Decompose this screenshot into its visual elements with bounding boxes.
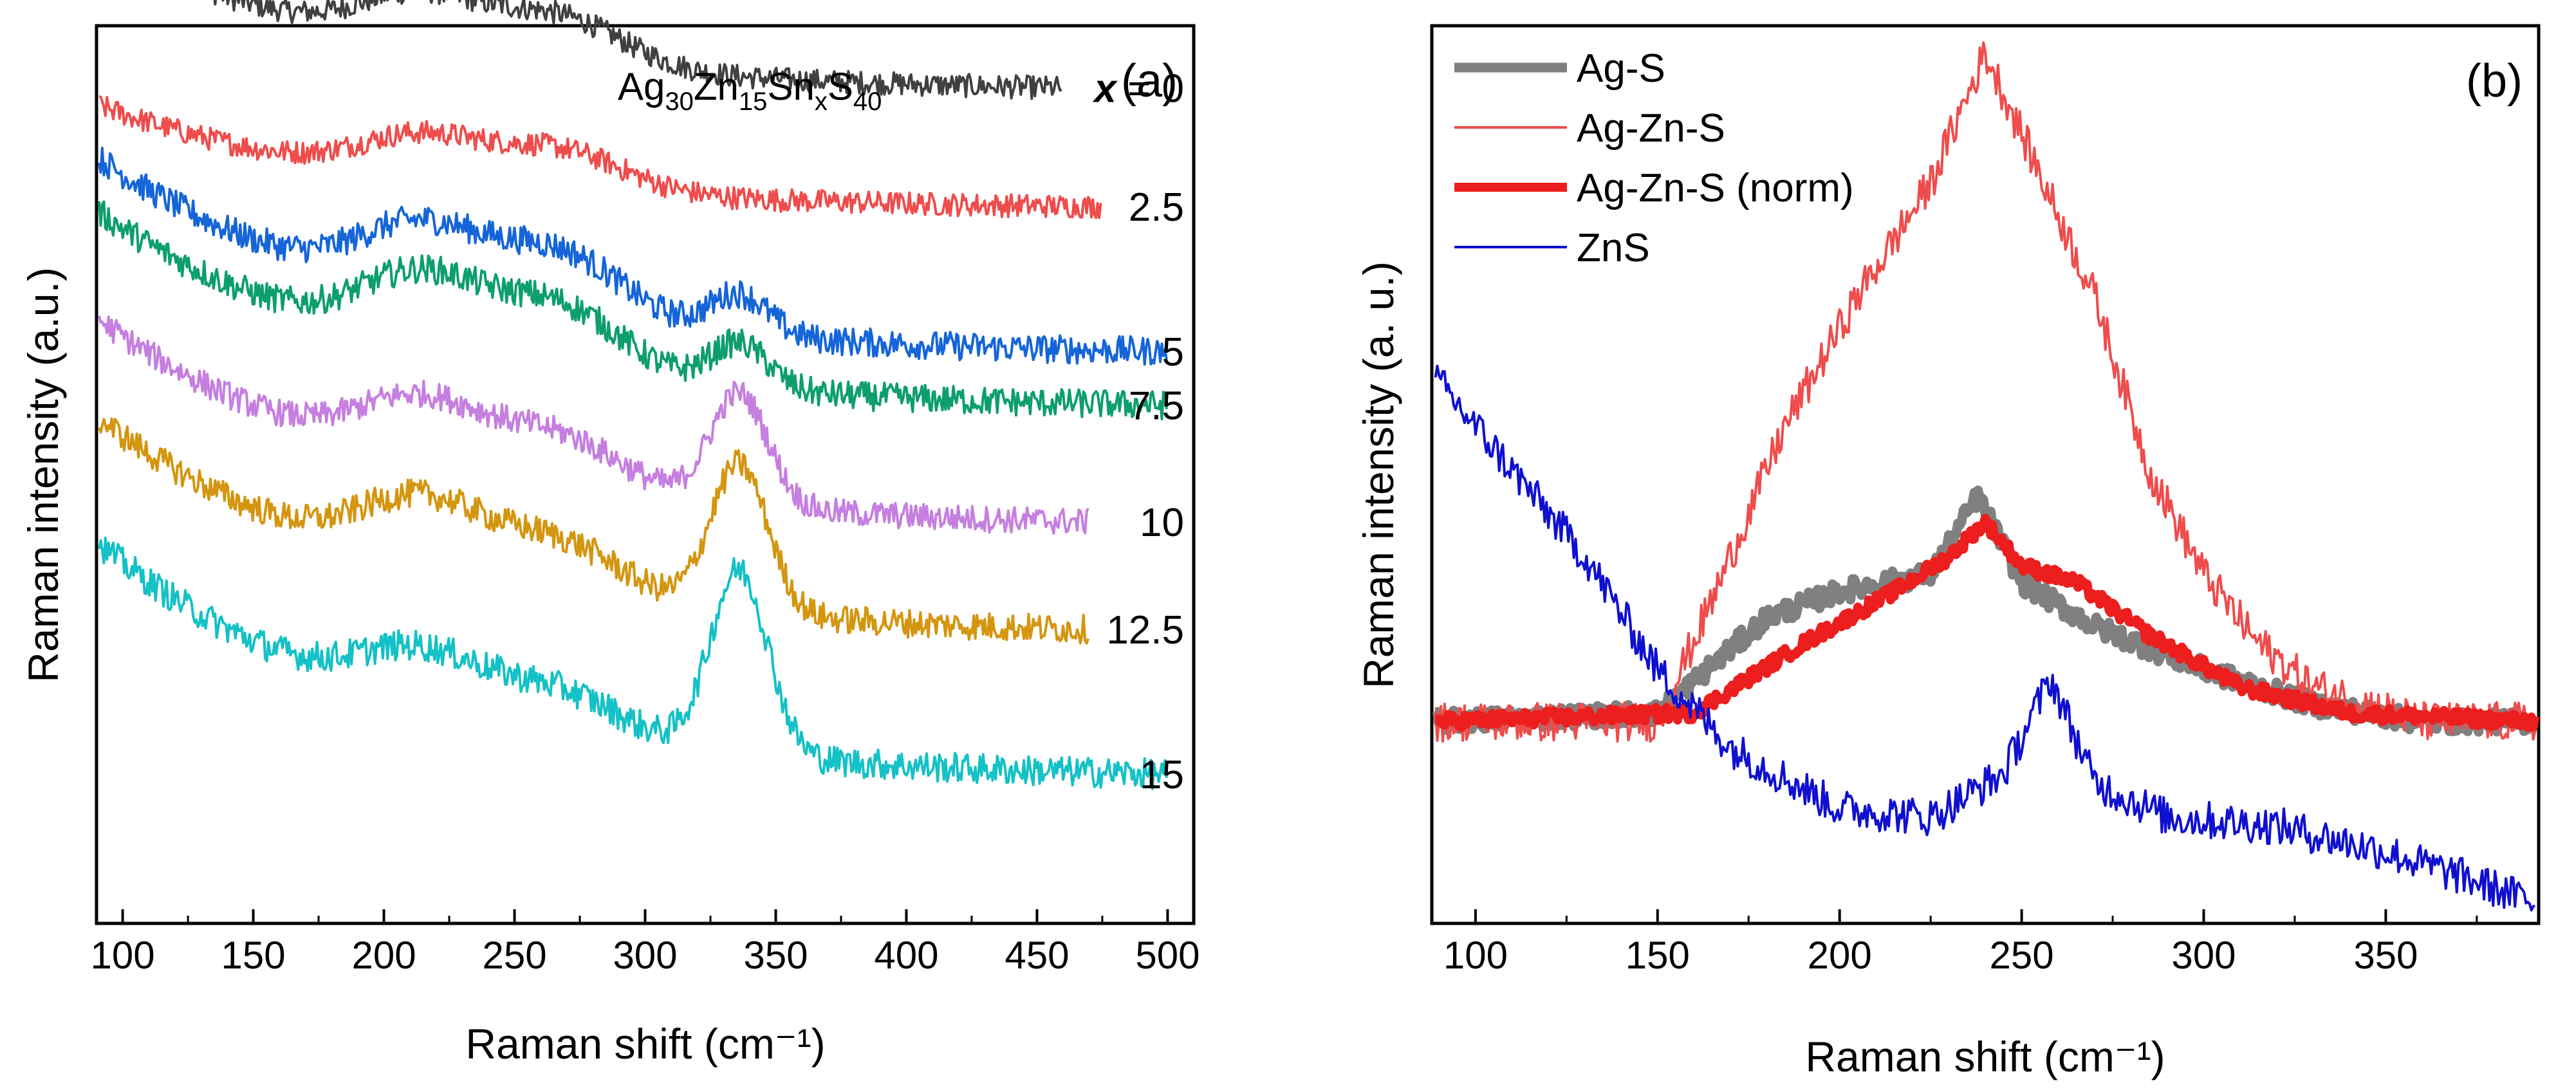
x-tick-label-b: 350 xyxy=(2353,934,2418,977)
legend-b: Ag-S Ag-Zn-S Ag-Zn-S (norm) ZnS xyxy=(1454,46,1854,270)
x-tick-label-a: 350 xyxy=(743,934,808,977)
y-axis-title-a: Raman intensity (a.u.) xyxy=(19,267,67,683)
series-label-x-12.5: 12.5 xyxy=(1106,608,1184,652)
series-line-x-2.5 xyxy=(98,95,1102,219)
series-line-x-5 xyxy=(98,146,1168,366)
series-label-x-2.5: 2.5 xyxy=(1129,185,1184,230)
series-line-x-10 xyxy=(98,315,1089,535)
plot-frame-b xyxy=(1430,24,2541,925)
series-line-x-15 xyxy=(98,536,1168,790)
x-tick-label-b: 250 xyxy=(1990,934,2054,977)
series-group-b xyxy=(1432,41,2540,912)
x-tick-label-a: 150 xyxy=(221,934,286,977)
x-tick-label-b: 150 xyxy=(1626,934,1690,977)
series-group-a xyxy=(98,0,1168,790)
legend-label: Ag-S xyxy=(1577,46,1665,91)
series-label-x-10: 10 xyxy=(1140,501,1184,545)
y-axis-title-b: Raman intensity (a. u.) xyxy=(1355,261,1402,689)
series-label-x-15: 15 xyxy=(1140,753,1184,797)
x-axis-a: 100 150 200 250 300 350 400 450 500 xyxy=(91,909,1200,977)
series-line-x-0 xyxy=(213,0,1062,100)
x-tick-label-a: 200 xyxy=(351,934,416,977)
x-tick-label-a: 500 xyxy=(1135,934,1200,977)
panel-a: 100 150 200 250 300 350 400 450 500 x = 0 2.5 5 7.5… xyxy=(19,0,1200,1068)
panel-label-b: (b) xyxy=(2466,55,2523,107)
series-line-x-7.5 xyxy=(98,200,1168,421)
legend-label: Ag-Zn-S (norm) xyxy=(1577,166,1854,210)
plot-frame-a xyxy=(95,24,1196,925)
x-axis-title-b: Raman shift (cm⁻¹) xyxy=(1805,1033,2165,1080)
x-tick-label-a: 300 xyxy=(613,934,677,977)
x-tick-label-b: 100 xyxy=(1443,934,1508,977)
x-tick-label-a: 250 xyxy=(482,934,546,977)
panel-label-a: (a) xyxy=(1121,55,1178,107)
series-line-x-12.5 xyxy=(98,417,1089,645)
series-line-zns xyxy=(1434,364,2535,912)
legend-label: Ag-Zn-S xyxy=(1577,106,1725,151)
x-tick-label-a: 400 xyxy=(874,934,938,977)
x-tick-label-b: 200 xyxy=(1808,934,1872,977)
annotation-a: Ag30Zn15SnxS40 xyxy=(618,65,882,116)
panel-b: 100 150 200 250 300 350 Ag-S Ag-Zn-S Ag-Zn-S (n… xyxy=(1355,24,2541,1080)
series-label-x-7.5: 7.5 xyxy=(1129,384,1184,429)
legend-label: ZnS xyxy=(1577,226,1650,270)
series-labels-a: x = 0 2.5 5 7.5 10 12.5 15 xyxy=(1092,67,1184,797)
x-tick-label-a: 450 xyxy=(1005,934,1069,977)
x-tick-label-a: 100 xyxy=(91,934,155,977)
x-tick-label-b: 300 xyxy=(2171,934,2236,977)
x-axis-b: 100 150 200 250 300 350 xyxy=(1443,909,2478,977)
x-axis-title-a: Raman shift (cm⁻¹) xyxy=(465,1020,825,1068)
series-line-ag-zn-s-norm- xyxy=(1432,514,2540,732)
series-label-x-5: 5 xyxy=(1162,330,1184,375)
series-label-x-0: x = 0 xyxy=(1092,67,1184,111)
